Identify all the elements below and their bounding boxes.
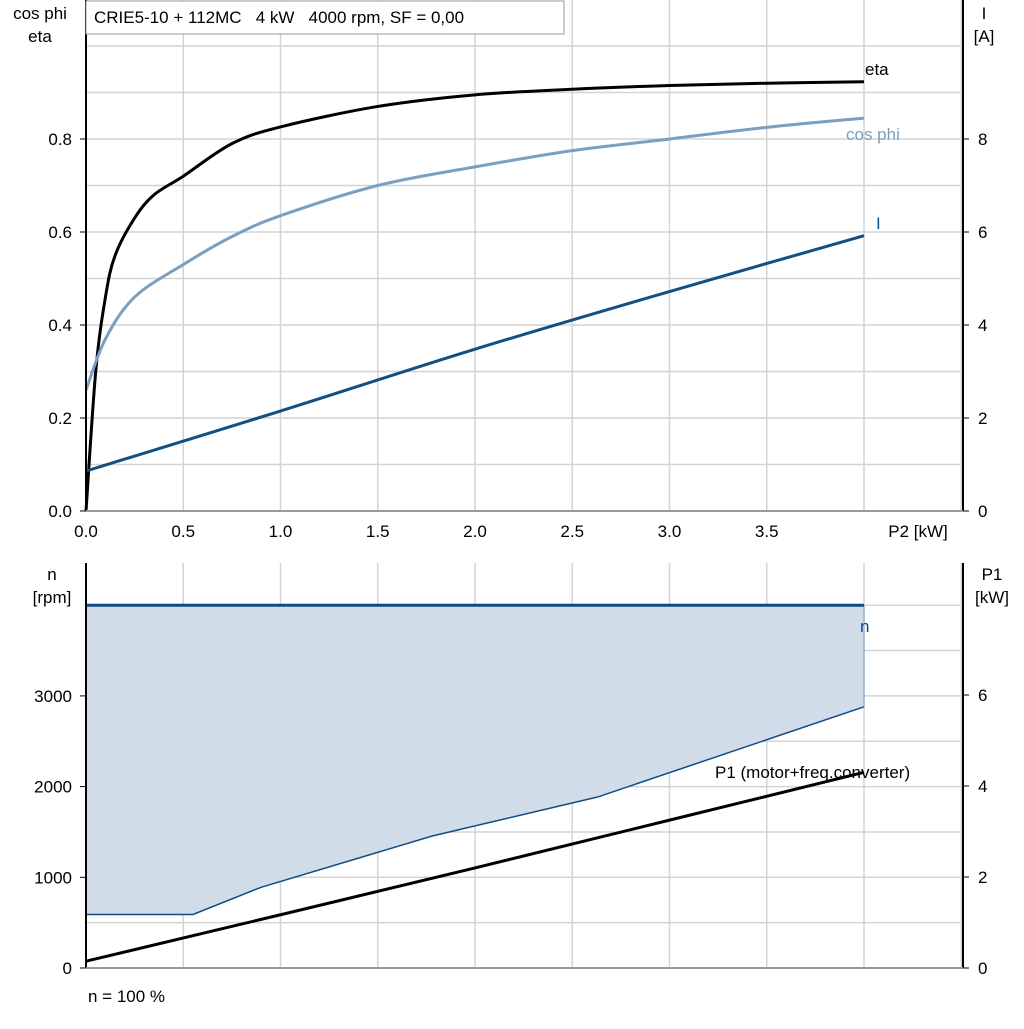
x-tick-label: 3.0 bbox=[658, 522, 682, 541]
left-y-tick-label: 0.0 bbox=[48, 502, 72, 521]
current-series-label: I bbox=[876, 214, 881, 233]
left-axis-label-cosphi: cos phi bbox=[13, 4, 67, 23]
left-y-tick-label: 0.4 bbox=[48, 316, 72, 335]
right-y-tick-label: 0 bbox=[978, 502, 987, 521]
left-y-tick-label: 0 bbox=[63, 959, 72, 978]
chart-title: CRIE5-10 + 112MC 4 kW 4000 rpm, SF = 0,0… bbox=[94, 8, 464, 27]
eta-curve bbox=[84, 80, 865, 512]
right-axis-label-p1: P1 bbox=[982, 565, 1003, 584]
x-tick-label: 0.5 bbox=[171, 522, 195, 541]
left-axis-label-n: n bbox=[47, 565, 56, 584]
speed-min-line bbox=[86, 706, 865, 916]
x-tick-label: 1.0 bbox=[269, 522, 293, 541]
left-y-tick-label: 0.8 bbox=[48, 130, 72, 149]
right-y-tick-label: 8 bbox=[978, 130, 987, 149]
right-axis-label-i: I bbox=[982, 4, 987, 23]
cosphi-series-label: cos phi bbox=[846, 125, 900, 144]
x-tick-label: 1.5 bbox=[366, 522, 390, 541]
i-curve bbox=[85, 234, 865, 473]
speed-series-label: n bbox=[860, 617, 869, 636]
x-tick-label: 3.5 bbox=[755, 522, 779, 541]
right-y-tick-label: 6 bbox=[978, 686, 987, 705]
top-grid bbox=[86, 0, 963, 511]
x-axis-label: P2 [kW] bbox=[888, 522, 948, 541]
p1-series-label: P1 (motor+freq.converter) bbox=[715, 763, 910, 782]
speed-range-area bbox=[86, 605, 864, 915]
x-tick-label: 2.5 bbox=[560, 522, 584, 541]
left-axis-unit-rpm: [rpm] bbox=[33, 588, 72, 607]
right-y-tick-label: 6 bbox=[978, 223, 987, 242]
right-y-tick-label: 2 bbox=[978, 868, 987, 887]
title-box bbox=[85, 0, 565, 35]
right-axis-unit-a: [A] bbox=[974, 27, 995, 46]
x-tick-label: 2.0 bbox=[463, 522, 487, 541]
tick-labels: 0.0 0.5 1.0 1.5 2.0 2.5 3.0 3.5 0.0 0.2 0.4 0.6 0.8 0… bbox=[34, 130, 987, 978]
p1-curve bbox=[85, 770, 865, 963]
right-axis-unit-kw: [kW] bbox=[975, 588, 1009, 607]
chart-marks bbox=[84, 80, 865, 963]
left-y-tick-label: 0.6 bbox=[48, 223, 72, 242]
eta-series-label: eta bbox=[865, 60, 889, 79]
cos-phi-curve bbox=[84, 116, 865, 391]
speed-footer: n = 100 % bbox=[88, 987, 165, 1006]
left-y-tick-label: 2000 bbox=[34, 778, 72, 797]
right-y-tick-label: 2 bbox=[978, 409, 987, 428]
left-y-tick-label: 0.2 bbox=[48, 409, 72, 428]
left-y-tick-label: 3000 bbox=[34, 687, 72, 706]
x-tick-label: 0.0 bbox=[74, 522, 98, 541]
right-y-tick-label: 0 bbox=[978, 959, 987, 978]
right-y-tick-label: 4 bbox=[978, 777, 987, 796]
left-y-tick-label: 1000 bbox=[34, 868, 72, 887]
right-y-tick-label: 4 bbox=[978, 316, 987, 335]
left-axis-label-eta: eta bbox=[28, 27, 52, 46]
